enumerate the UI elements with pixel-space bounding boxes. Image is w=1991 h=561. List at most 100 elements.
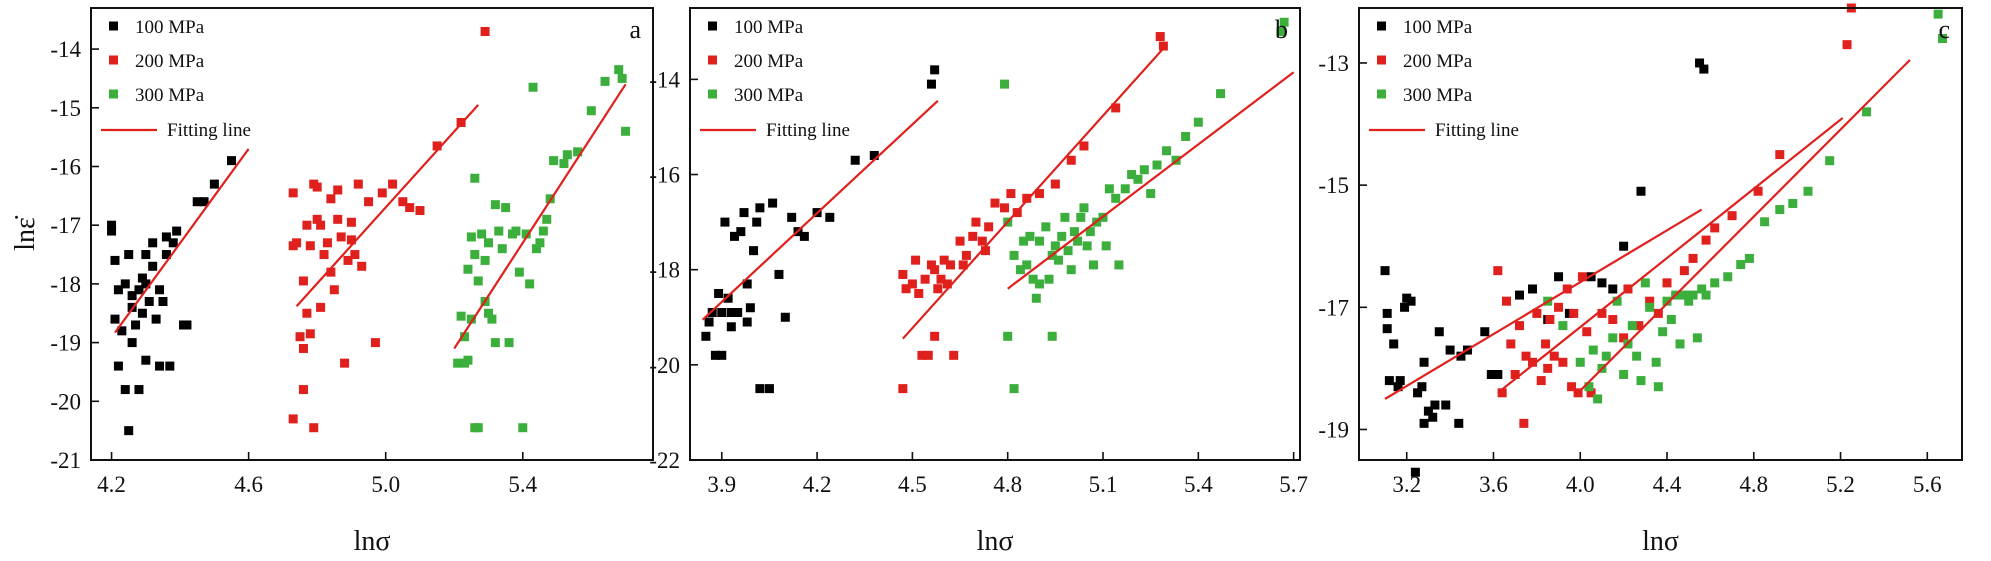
data-point xyxy=(1041,222,1051,232)
data-point xyxy=(350,250,360,260)
data-point xyxy=(774,269,784,279)
data-point xyxy=(1025,231,1035,241)
fitting-line xyxy=(453,83,627,350)
data-point xyxy=(168,238,178,248)
data-point xyxy=(1627,321,1637,331)
data-point xyxy=(134,285,144,295)
data-point xyxy=(1063,246,1073,256)
series-0 xyxy=(1380,58,1709,477)
data-point xyxy=(1082,241,1092,251)
data-point xyxy=(1662,278,1672,288)
data-point xyxy=(343,255,353,265)
data-point xyxy=(1493,266,1503,276)
x-tick-label: 3.2 xyxy=(1392,472,1421,497)
data-point xyxy=(1727,211,1737,221)
legend-label: 300 MPa xyxy=(734,85,804,106)
legend-label: 100 MPa xyxy=(1403,17,1473,38)
data-point xyxy=(1000,79,1010,89)
data-point xyxy=(1608,333,1618,343)
x-axis-title: lnσ xyxy=(1642,526,1679,557)
data-point xyxy=(1389,339,1399,349)
data-point xyxy=(1554,302,1564,312)
data-point xyxy=(764,384,774,394)
data-point xyxy=(1079,203,1089,213)
y-axis-title: lnε̇ xyxy=(10,215,41,251)
data-point xyxy=(463,355,473,365)
panel-a: 4.2 4.6 5.0 5.4 -21 -20 -19 -18 -17 -16 -15 -14 lnσ l… xyxy=(10,7,654,557)
data-point xyxy=(1679,290,1689,300)
data-point xyxy=(1419,418,1429,428)
legend-label: 200 MPa xyxy=(734,51,804,72)
data-point xyxy=(1636,186,1646,196)
data-point xyxy=(901,284,911,294)
data-point xyxy=(1493,369,1503,379)
data-point xyxy=(1695,58,1705,68)
legend-label: 100 MPa xyxy=(734,17,804,38)
data-point xyxy=(1069,227,1079,237)
fitting-line xyxy=(295,104,480,307)
data-point xyxy=(1441,400,1451,410)
data-point xyxy=(1567,382,1577,392)
data-point xyxy=(704,317,714,327)
data-point xyxy=(1554,272,1564,282)
data-point xyxy=(302,308,312,318)
data-point xyxy=(1775,150,1785,160)
data-point xyxy=(946,260,956,270)
data-point xyxy=(755,203,765,213)
plot-frame xyxy=(90,7,654,461)
data-point xyxy=(1937,34,1947,44)
data-point xyxy=(312,214,322,224)
y-tick-label: -17 xyxy=(50,213,81,238)
data-point xyxy=(1521,351,1531,361)
data-point xyxy=(490,338,500,348)
data-point xyxy=(155,361,165,371)
data-point xyxy=(298,343,308,353)
data-point xyxy=(477,229,487,239)
x-tick-label: 4.0 xyxy=(1566,472,1595,497)
data-point xyxy=(1825,156,1835,166)
data-point xyxy=(1619,369,1629,379)
data-point xyxy=(1666,315,1676,325)
data-point xyxy=(1152,160,1162,170)
data-point xyxy=(936,274,946,284)
data-point xyxy=(907,279,917,289)
data-point xyxy=(984,222,994,232)
data-point xyxy=(1413,388,1423,398)
data-point xyxy=(1536,376,1546,386)
data-point xyxy=(726,308,736,318)
data-point xyxy=(1803,186,1813,196)
data-point xyxy=(1015,265,1025,275)
series-1 xyxy=(898,32,1168,394)
data-point xyxy=(1417,382,1427,392)
panel-label: b xyxy=(1275,15,1288,44)
data-point xyxy=(971,217,981,227)
data-point xyxy=(1558,321,1568,331)
x-tick-label: 5.4 xyxy=(1184,472,1213,497)
x-tick-label: 3.6 xyxy=(1479,472,1508,497)
series-0 xyxy=(107,156,236,436)
data-point xyxy=(340,358,350,368)
data-point xyxy=(1066,265,1076,275)
data-point xyxy=(930,331,940,341)
data-point xyxy=(1480,327,1490,337)
legend-label: 300 MPa xyxy=(135,85,205,106)
data-point xyxy=(480,26,490,36)
data-point xyxy=(511,226,521,236)
data-point xyxy=(144,297,154,307)
data-point xyxy=(1634,321,1644,331)
data-point xyxy=(137,273,147,283)
data-point xyxy=(614,65,624,75)
data-point xyxy=(752,217,762,227)
data-point xyxy=(141,279,151,289)
data-point xyxy=(726,322,736,332)
data-point xyxy=(1054,255,1064,265)
panel-c: 3.2 3.6 4.0 4.4 4.8 5.2 5.6 -19 -17 -15 -13 lnσ c 100… xyxy=(1318,3,1963,557)
data-point xyxy=(357,261,367,271)
y-tick-label: -14 xyxy=(649,67,680,92)
legend-label: 200 MPa xyxy=(135,51,205,72)
data-point xyxy=(586,106,596,116)
data-point xyxy=(720,217,730,227)
data-point xyxy=(319,250,329,260)
data-point xyxy=(1133,174,1143,184)
data-point xyxy=(1423,406,1433,416)
